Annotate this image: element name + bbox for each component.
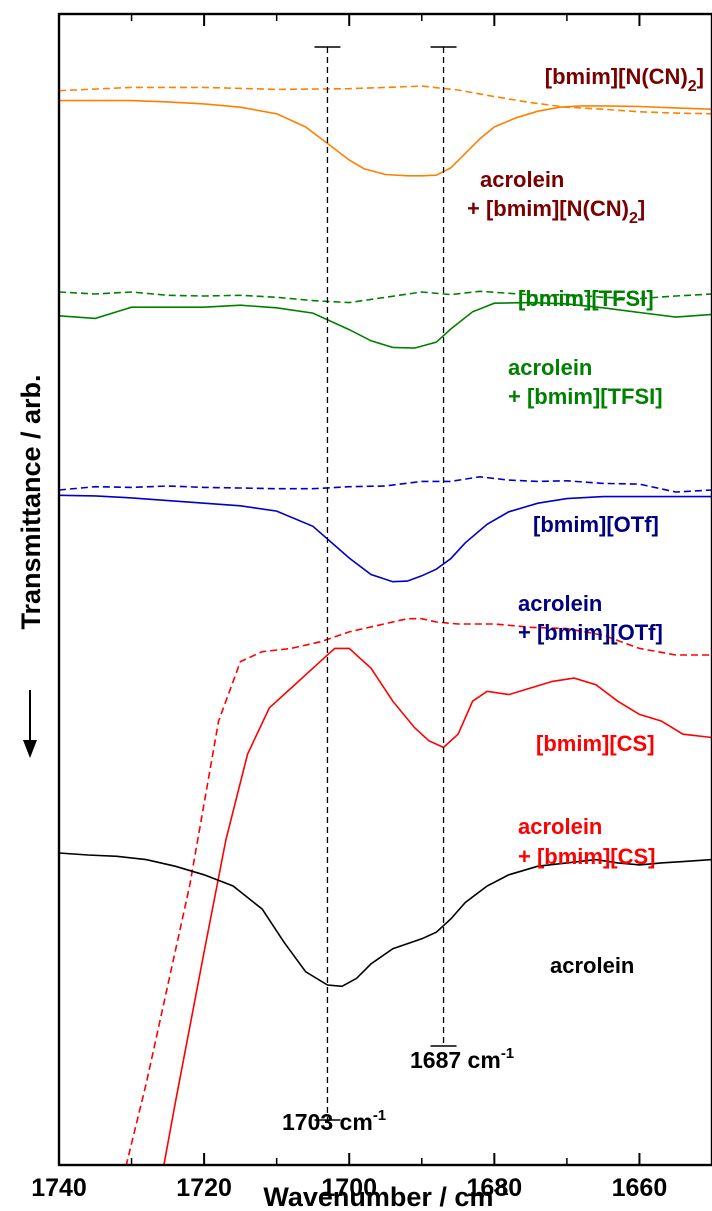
label-otf-mix-line1: acrolein: [518, 591, 602, 616]
series-layer: [59, 85, 712, 1165]
label-cs-il: [bmim][CS]: [536, 731, 655, 756]
series-line-acrolein: [59, 852, 712, 988]
series-line-dca_mix: [59, 99, 712, 177]
x-axis-label: Wavenumber / cm-1: [263, 1180, 508, 1211]
x-tick-label-1700: 1700: [321, 1174, 377, 1202]
annotation-1687: 1687 cm-1: [410, 1045, 514, 1073]
series-line-otf_il: [59, 475, 712, 493]
series-line-cs_mix: [163, 647, 712, 1165]
x-axis-ticks: 1740 1720 1700 1680 1660: [31, 14, 667, 1202]
series-line-cs_il: [125, 617, 712, 1165]
label-cs-mix-line1: acrolein: [518, 814, 602, 839]
label-cs-mix-line2: + [bmim][CS]: [518, 844, 656, 869]
label-otf-mix-line2: + [bmim][OTf]: [518, 620, 663, 645]
x-tick-label-1660: 1660: [612, 1174, 668, 1202]
y-axis-arrow: [23, 690, 37, 758]
x-tick-label-1720: 1720: [176, 1174, 232, 1202]
label-tfsi-il: [bmim][TFSI]: [518, 286, 654, 311]
label-tfsi-mix-line1: acrolein: [508, 355, 592, 380]
series-line-otf_mix: [59, 494, 712, 583]
label-acrolein: acrolein: [550, 953, 634, 978]
y-axis-label: Transmittance / arb.: [16, 374, 46, 629]
label-dca-mix-line2: + [bmim][N(CN)2]: [467, 196, 645, 227]
series-line-tfsi_il: [59, 290, 712, 304]
x-tick-label-1680: 1680: [467, 1174, 523, 1202]
series-line-dca_il: [59, 85, 712, 115]
label-dca-mix-line1: acrolein: [480, 167, 564, 192]
reference-lines: [314, 46, 457, 1121]
plot-frame: [57, 12, 712, 1167]
x-tick-label-1740: 1740: [31, 1174, 87, 1202]
label-dca-il: [bmim][N(CN)2]: [545, 64, 704, 95]
series-line-tfsi_mix: [59, 301, 712, 349]
annotation-1703: 1703 cm-1: [282, 1107, 386, 1135]
label-tfsi-mix-line2: + [bmim][TFSI]: [508, 384, 663, 409]
label-otf-il: [bmim][OTf]: [533, 512, 659, 537]
